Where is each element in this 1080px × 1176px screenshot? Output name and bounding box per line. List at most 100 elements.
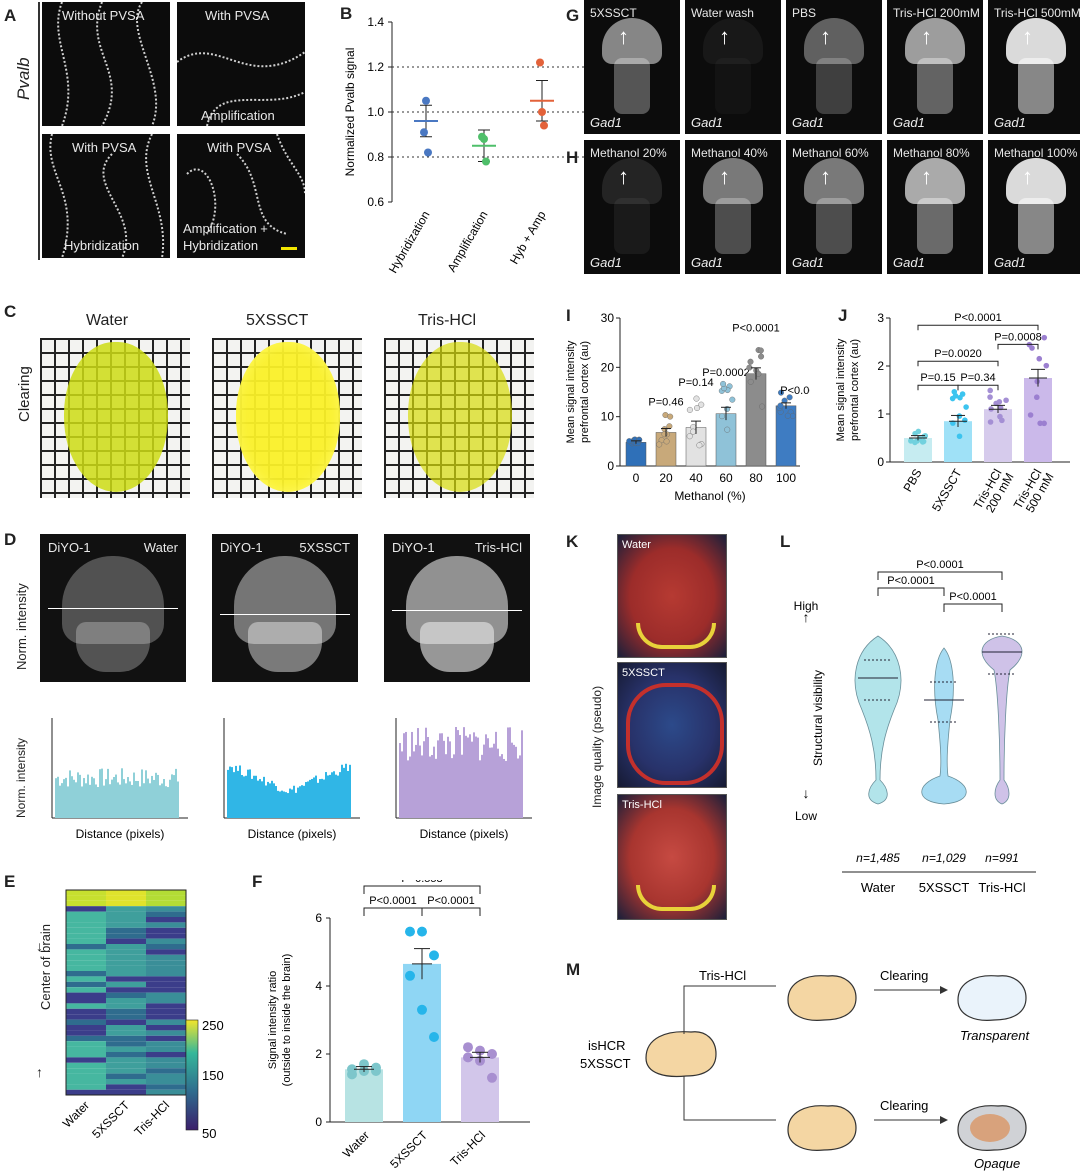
chart-j-comparison-bracket bbox=[957, 384, 999, 391]
heatmap-e-cell bbox=[146, 895, 186, 901]
chart-i-xtick-label: 40 bbox=[689, 471, 703, 485]
chart-i-point bbox=[656, 441, 663, 448]
panel-d-stain-label: DiYO-1 bbox=[48, 540, 91, 555]
chart-l-violin bbox=[854, 635, 902, 805]
chart-f-ytick-label: 2 bbox=[315, 1047, 322, 1061]
heatmap-e-cell bbox=[66, 1041, 106, 1047]
heatmap-e-cell bbox=[106, 1019, 146, 1025]
chart-b-point bbox=[482, 157, 490, 166]
g-row-tile: 5XSSCT ↑ Gad1 bbox=[584, 0, 680, 134]
panel-m-arrowhead-bottom bbox=[940, 1116, 948, 1124]
heatmap-e-cell bbox=[66, 1052, 106, 1058]
chart-b-point bbox=[422, 96, 430, 105]
heatmap-e-cell bbox=[106, 906, 146, 912]
panel-m-line-top bbox=[683, 985, 776, 1034]
chart-i-xtick-label: 20 bbox=[659, 471, 673, 485]
heatmap-e-cell bbox=[66, 981, 106, 988]
chart-j-point bbox=[1043, 362, 1050, 369]
heatmap-e-cell bbox=[146, 954, 186, 961]
brain-icon-transparent bbox=[957, 975, 1027, 1021]
chart-i-point bbox=[784, 412, 791, 419]
chart-b-point bbox=[536, 58, 544, 67]
chart-j-point bbox=[1041, 420, 1047, 427]
h-row-brain-shape bbox=[804, 158, 864, 204]
arrow-up-icon: ↑ bbox=[719, 24, 730, 49]
panel-i-letter: I bbox=[566, 306, 571, 325]
chart-f-point bbox=[429, 1032, 439, 1042]
chart-i-point bbox=[747, 378, 754, 385]
panel-m-result-top: Transparent bbox=[960, 1028, 1031, 1043]
chart-j-bar bbox=[944, 421, 972, 462]
chart-j-ytick-label: 2 bbox=[877, 359, 884, 373]
heatmap-e-cell bbox=[146, 1014, 186, 1020]
heatmap-e-cell bbox=[106, 1079, 146, 1085]
chart-j-point bbox=[996, 398, 1003, 405]
heatmap-e-cell bbox=[106, 1057, 146, 1063]
h-row-tile: Methanol 60% ↑ Gad1 bbox=[786, 140, 882, 274]
chart-f-point bbox=[371, 1066, 381, 1076]
chart-j-point bbox=[956, 413, 963, 419]
panel-d-stain-label: DiYO-1 bbox=[392, 540, 435, 555]
chart-l-n-label: n=991 bbox=[985, 851, 1019, 865]
chart-f-point bbox=[475, 1045, 485, 1056]
chart-l-n-label: n=1,485 bbox=[856, 851, 900, 865]
panel-k-ylabel: Image quality (pseudo) bbox=[590, 685, 604, 808]
h-row-label: Methanol 100% bbox=[994, 146, 1078, 160]
chart-i-ylabel-2: prefrontal cortex (au) bbox=[579, 341, 591, 443]
panel-a-scale-bar bbox=[281, 247, 297, 250]
heatmap-e-xtick-label: Tris-HCl bbox=[131, 1098, 172, 1139]
chart-i-point bbox=[720, 380, 727, 387]
chart-j-point bbox=[956, 433, 963, 440]
g-row-brainstem-shape bbox=[614, 58, 650, 114]
heatmap-e-cell bbox=[66, 938, 106, 944]
chart-j-point bbox=[1003, 397, 1009, 404]
heatmap-e-cell bbox=[106, 1068, 146, 1074]
heatmap-e-cell bbox=[106, 933, 146, 939]
chart-i-xlabel: Methanol (%) bbox=[674, 489, 745, 503]
h-row-gene-label: Gad1 bbox=[792, 255, 824, 270]
heatmap-e-cell bbox=[106, 954, 146, 961]
panel-k-water-edge bbox=[636, 623, 716, 649]
chart-i-bar bbox=[655, 432, 677, 467]
chart-i-p-label: P<0.0001 bbox=[780, 385, 810, 397]
chart-b-ytick-label: 1.2 bbox=[367, 60, 384, 74]
chart-f-point bbox=[487, 1072, 497, 1083]
heatmap-e-cell bbox=[66, 960, 106, 966]
panel-d-lower-shape bbox=[76, 622, 150, 672]
heatmap-e-cell bbox=[106, 998, 146, 1004]
schematic-m: isHCR 5XSSCT Tris-HCl Clearing Transpare… bbox=[580, 968, 1031, 1171]
panel-c-head-trishcl: Tris-HCl bbox=[418, 312, 477, 329]
chart-f-comparison-bracket bbox=[363, 907, 423, 916]
chart-f-bar bbox=[461, 1057, 499, 1122]
heatmap-e-cell bbox=[66, 965, 106, 971]
heatmap-e-cell bbox=[146, 1035, 186, 1042]
chart-j-comparison-bracket bbox=[917, 360, 999, 367]
panel-c-side-label: Clearing bbox=[16, 366, 33, 422]
panel-d-profile-xlabel: Distance (pixels) bbox=[76, 827, 165, 841]
panel-c-photo-water bbox=[40, 338, 190, 498]
heatmap-e-cell bbox=[106, 949, 146, 955]
heatmap-e-cell bbox=[66, 922, 106, 928]
chart-j-point bbox=[963, 404, 969, 410]
chart-b-xtick-label: Hybridization bbox=[386, 209, 433, 276]
heatmap-e-cell bbox=[106, 965, 146, 971]
chart-j-point bbox=[1041, 334, 1048, 341]
heatmap-e-cell bbox=[66, 1025, 106, 1031]
chart-b-ylabel: Normalized Pvalb signal bbox=[343, 48, 357, 177]
heatmap-e-cell bbox=[66, 954, 106, 961]
panel-m-line-bottom bbox=[683, 1076, 776, 1121]
panel-a-tile-1-texture bbox=[57, 2, 158, 126]
panel-d-image: DiYO-1 Water bbox=[40, 534, 186, 682]
chart-j-point bbox=[957, 394, 963, 401]
heatmap-e-cell bbox=[146, 1062, 186, 1069]
panel-d-profile-chart: Distance (pixels) bbox=[395, 718, 532, 841]
chart-f-xtick-label: Tris-HCl bbox=[447, 1128, 488, 1169]
chart-f-point bbox=[417, 926, 427, 937]
heatmap-e-cell bbox=[66, 992, 106, 998]
heatmap-e-cell bbox=[146, 911, 186, 917]
panel-h-letter: H bbox=[566, 148, 579, 167]
g-row-label: Water wash bbox=[691, 6, 754, 20]
chart-j-bar bbox=[1024, 378, 1052, 462]
chart-l-comparison-label: P<0.0001 bbox=[887, 575, 934, 587]
heatmap-e-cell bbox=[106, 971, 146, 977]
